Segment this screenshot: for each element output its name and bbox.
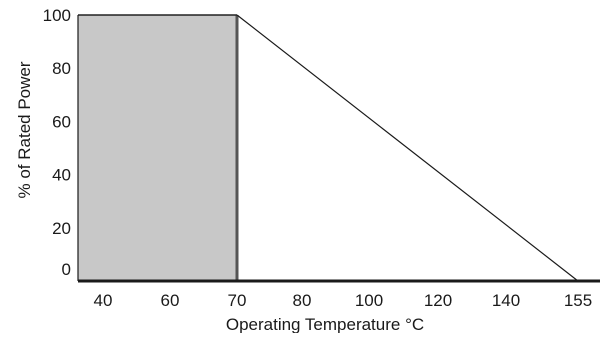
x-tick-label: 140 — [492, 291, 520, 310]
x-tick-label: 80 — [293, 291, 312, 310]
y-tick-label: 20 — [52, 219, 71, 238]
y-tick-label: 60 — [52, 112, 71, 131]
shaded-operating-region — [78, 15, 237, 281]
derating-curve-segment — [236, 14, 579, 282]
y-tick-label: 80 — [52, 59, 71, 78]
y-tick-label: 100 — [43, 6, 71, 25]
x-tick-label: 70 — [228, 291, 247, 310]
y-tick-label: 0 — [62, 260, 71, 279]
x-axis-title: Operating Temperature °C — [226, 315, 424, 333]
y-tick-label: 40 — [52, 166, 71, 185]
x-tick-label: 155 — [564, 291, 592, 310]
x-tick-label: 60 — [161, 291, 180, 310]
y-axis-title: % of Rated Power — [15, 61, 34, 198]
x-tick-label: 40 — [94, 291, 113, 310]
x-tick-label: 120 — [424, 291, 452, 310]
x-tick-label: 100 — [355, 291, 383, 310]
